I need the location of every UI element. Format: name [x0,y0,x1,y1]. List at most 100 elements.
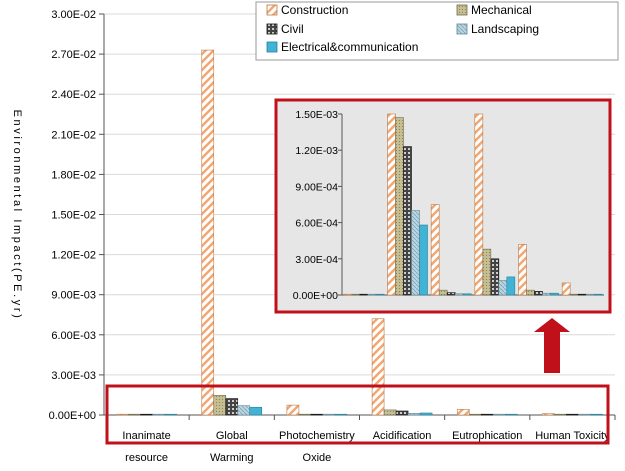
main-y-tick-label: 1.80E-02 [51,169,96,181]
inset-bar-construction [343,293,353,296]
inset-bar-construction [474,113,484,296]
inset-bar-construction [518,244,527,296]
inset-bar-landscaping [585,293,595,296]
main-bar-mechanical [128,413,141,416]
legend-swatch-mechanical [456,4,468,16]
legend-label-mechanical: Mechanical [471,3,532,17]
main-bar-civil [310,413,324,416]
inset-y-tick-label: 3.00E-04 [295,254,338,266]
inset-bar-civil [403,146,412,296]
main-y-tick-label: 6.00E-03 [51,330,96,342]
highlight-box-bottom [105,384,610,445]
main-y-tick-label: 0.00E+00 [49,410,96,422]
main-category-label: Warming [210,452,254,464]
main-bars [116,49,603,416]
legend-swatch-civil [266,23,278,35]
inset-bar-civil [534,291,543,296]
inset-bar-electrical [593,293,603,296]
main-bar-civil [395,410,409,416]
main-category-label: Human Toxicity [535,430,610,442]
inset-frame [274,98,612,314]
main-bar-mechanical [213,395,227,416]
inset-bar-electrical [375,293,385,296]
main-category-label: Oxide [303,452,332,464]
main-bar-civil [480,413,494,416]
legend: Construction Mechanical Civil Landscaping El… [255,1,619,61]
main-bar-electrical [504,413,518,416]
main-bar-mechanical [468,413,482,416]
legend-label-electrical: Electrical&communication [281,40,418,54]
main-bar-construction [116,413,129,416]
main-bar-mechanical [298,413,312,416]
legend-swatch-landscaping [456,23,468,35]
inset-bar-electrical [550,292,559,296]
main-category-labels: Inanimate resource Global Warming Photochemi… [122,430,610,464]
inset-y-tick-label: 0.00E+00 [293,290,338,302]
main-bar-landscaping [578,413,591,416]
main-y-tick-labels: 0.00E+00 3.00E-03 6.00E-03 9.00E-03 1.20E-02… [49,9,96,422]
main-category-label: Inanimate [122,430,170,442]
main-bar-civil [225,398,239,416]
inset-bar-landscaping [411,210,420,296]
main-bar-electrical [164,413,177,416]
main-bar-landscaping [237,405,251,416]
main-y-tick-label: 3.00E-02 [51,9,96,21]
main-bar-construction [542,413,555,416]
inset-bar-electrical [419,224,428,296]
inset-bar-mechanical [438,289,448,296]
main-bar-landscaping [492,413,506,416]
inset-axes [338,113,604,296]
legend-label-civil: Civil [281,22,304,36]
inset-y-tick-label: 6.00E-04 [295,218,338,230]
inset-bar-civil [359,293,369,296]
inset-bar-mechanical [351,293,361,296]
main-bar-construction [286,404,300,416]
inset-bar-landscaping [542,292,551,296]
legend-swatch-electrical [266,41,278,53]
main-bar-landscaping [152,413,165,416]
inset-bar-electrical [462,293,472,296]
inset-bar-construction [561,282,571,296]
inset-y-tick-label: 9.00E-04 [295,181,338,193]
main-y-tick-label: 9.00E-03 [51,290,96,302]
inset-bar-civil [490,258,500,296]
main-axes [99,13,616,420]
main-bar-electrical [590,413,603,416]
inset-bar-landscaping [454,293,464,296]
main-category-label: Global [216,430,248,442]
inset-y-tick-label: 1.50E-03 [295,109,338,121]
legend-label-construction: Construction [281,3,348,17]
main-y-tick-label: 1.50E-02 [51,210,96,222]
up-arrow [534,318,570,373]
main-category-label: Photochemistry [279,430,355,442]
inset-y-tick-label: 1.20E-03 [295,145,338,157]
main-y-tick-label: 2.10E-02 [51,129,96,141]
inset-bar-landscaping [498,280,508,296]
main-bar-construction [456,409,470,416]
legend-swatch-construction [266,4,278,16]
main-category-label: Acidification [373,430,432,442]
inset-bar-mechanical [569,293,579,296]
main-y-tick-label: 3.00E-03 [51,370,96,382]
main-bar-electrical [249,406,263,416]
legend-label-landscaping: Landscaping [471,22,539,36]
inset-bar-mechanical [395,117,404,296]
main-y-tick-label: 2.40E-02 [51,89,96,101]
main-bar-landscaping [407,413,421,416]
inset-bar-mechanical [526,289,535,296]
inset-bar-landscaping [367,293,377,296]
legend-box [255,1,619,61]
main-bar-landscaping [322,413,336,416]
main-bar-electrical [419,412,433,416]
inset-bars [343,113,603,296]
inset-chart: 0.00E+00 3.00E-04 6.00E-04 9.00E-04 1.20E-03… [274,98,612,314]
main-category-label: resource [125,452,168,464]
main-bar-construction [371,318,385,416]
main-bar-civil [140,413,153,416]
y-axis-label: Environmental Impact(PE.yr) [11,110,23,321]
main-y-tick-label: 1.20E-02 [51,250,96,262]
inset-bar-construction [430,204,440,296]
main-bar-mechanical [383,409,397,416]
main-bar-construction [201,49,215,416]
